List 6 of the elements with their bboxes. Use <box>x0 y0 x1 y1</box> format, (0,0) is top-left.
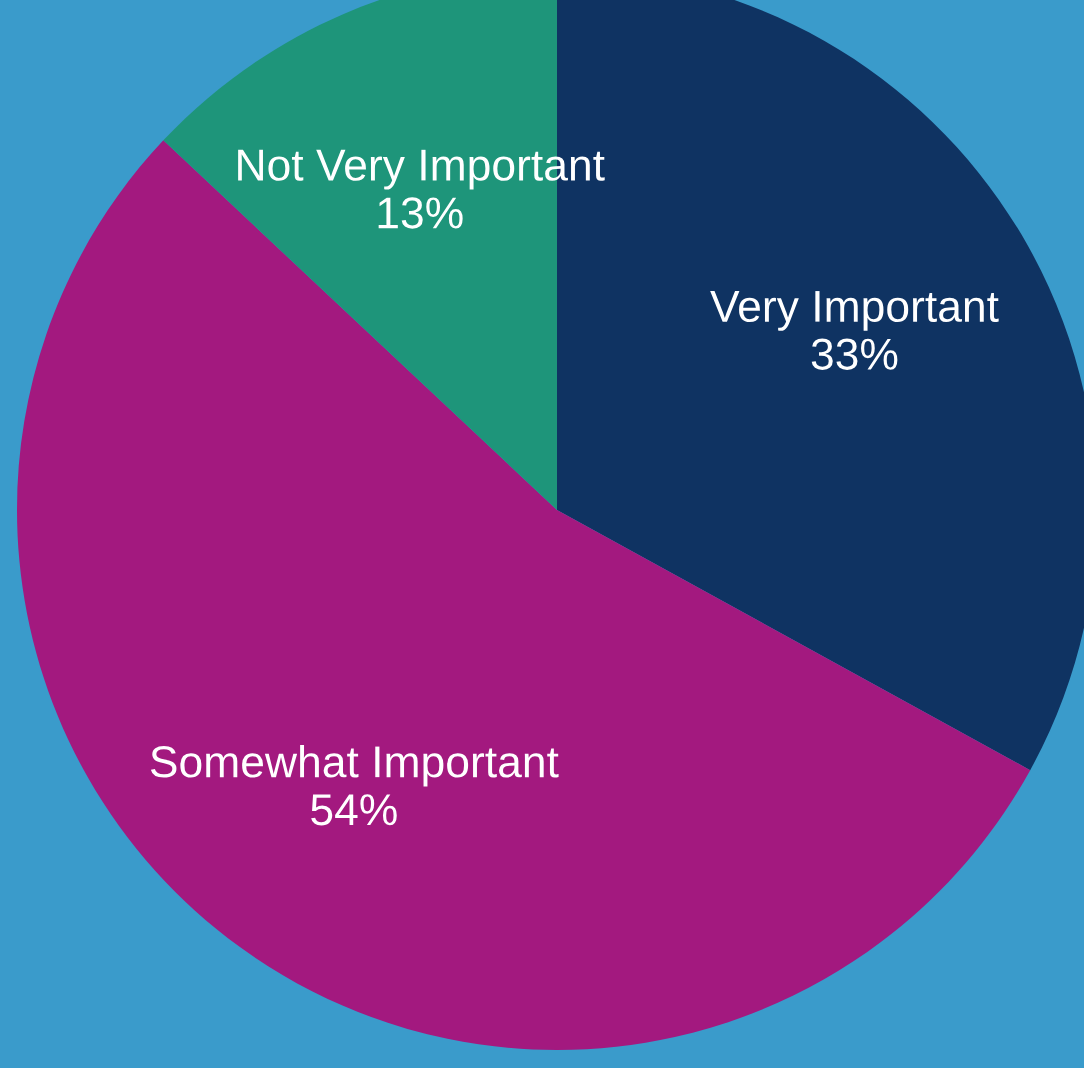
slice-label: Somewhat Important <box>150 744 559 787</box>
data-label: 13% <box>378 197 463 229</box>
data-label: 54% <box>311 794 397 826</box>
data-label: 33% <box>811 338 898 370</box>
slice-label: Very Important <box>710 291 999 331</box>
slice-label: Not Very Important <box>238 149 605 190</box>
